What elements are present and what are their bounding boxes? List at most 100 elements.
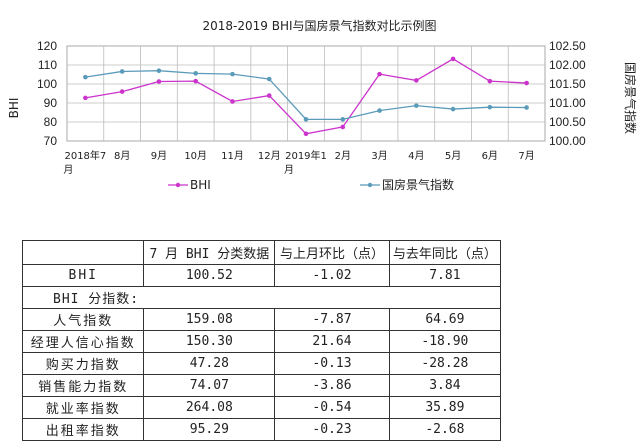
data-point bbox=[414, 78, 419, 83]
x-tick: 2018年7 bbox=[64, 149, 106, 162]
x-tick: 2019年1 bbox=[285, 149, 327, 162]
data-point bbox=[450, 106, 456, 112]
cell-value: 150.30 bbox=[143, 330, 276, 353]
svg-text:国房景气指数: 国房景气指数 bbox=[382, 177, 454, 192]
data-point bbox=[524, 80, 529, 86]
series-line bbox=[85, 58, 527, 135]
row-label: 就业率指数 bbox=[21, 396, 145, 419]
data-point bbox=[119, 69, 125, 74]
table-row: BHI 分指数: bbox=[22, 286, 501, 309]
data-point bbox=[119, 89, 125, 94]
x-tick: 3月 bbox=[371, 150, 387, 162]
line-chart: 120 110 100 90 80 70 102.50 102.00 101.50 101.00… bbox=[7, 39, 638, 192]
x-tick: 4月 bbox=[408, 150, 424, 162]
svg-text:BHI: BHI bbox=[190, 178, 211, 192]
right-axis-label: 国房景气指数 bbox=[623, 62, 638, 134]
section-label: BHI 分指数: bbox=[22, 286, 501, 309]
data-point bbox=[83, 95, 88, 101]
cell-value: 95.29 bbox=[143, 418, 276, 441]
data-point bbox=[340, 124, 346, 130]
cell-value: -3.86 bbox=[274, 374, 390, 397]
y2-tick: 101.50 bbox=[549, 77, 586, 91]
x-tick: 5月 bbox=[445, 150, 461, 162]
x-tick: 8月 bbox=[114, 150, 130, 162]
cell-value: 21.64 bbox=[274, 330, 390, 353]
data-point bbox=[487, 104, 493, 110]
data-point bbox=[450, 56, 456, 62]
y-tick: 120 bbox=[37, 39, 57, 53]
data-point bbox=[340, 117, 346, 122]
x-axis-ticks: 2018年7 月 8月 9月 10月 11月 12月 2019年1 月 2月 3月 4月 5月 6月 7月 bbox=[63, 149, 534, 176]
data-point bbox=[487, 78, 493, 84]
table-header-row: 7 月 BHI 分类数据 与上月环比（点） 与去年同比（点） bbox=[21, 240, 502, 265]
cell-value: 100.52 bbox=[143, 264, 276, 287]
series-line bbox=[85, 70, 527, 120]
cell-value: -0.13 bbox=[274, 352, 390, 375]
y2-tick: 101.00 bbox=[549, 96, 586, 110]
table-row: 经理人信心指数 150.30 21.64 -18.90 bbox=[21, 330, 502, 353]
x-tick: 7月 bbox=[518, 150, 534, 162]
cell-value: 7.81 bbox=[388, 264, 502, 287]
cell-value: 64.69 bbox=[388, 308, 502, 331]
data-point bbox=[193, 71, 198, 76]
row-label: BHI bbox=[21, 264, 145, 287]
data-point bbox=[524, 105, 529, 110]
y2-tick: 102.00 bbox=[549, 58, 586, 72]
legend-bhi: BHI bbox=[168, 178, 211, 192]
table-row: BHI 100.52 -1.02 7.81 bbox=[21, 264, 502, 287]
x-tick-wrap: 月 bbox=[63, 164, 73, 176]
x-tick: 10月 bbox=[184, 150, 207, 162]
x-tick: 2月 bbox=[335, 150, 351, 162]
cell-value: 264.08 bbox=[143, 396, 276, 419]
x-tick: 9月 bbox=[151, 150, 167, 162]
chart-title: 2018-2019 BHI与国房景气指数对比示例图 bbox=[202, 19, 437, 33]
y2-tick: 102.50 bbox=[549, 39, 586, 53]
y-tick: 100 bbox=[37, 77, 57, 91]
data-point bbox=[377, 71, 382, 77]
row-label: 销售能力指数 bbox=[21, 374, 145, 397]
data-point bbox=[193, 78, 198, 84]
bhi-data-table: 7 月 BHI 分类数据 与上月环比（点） 与去年同比（点） BHI 100.52 -1.… bbox=[21, 240, 502, 441]
left-axis-label: BHI bbox=[7, 98, 21, 119]
data-point bbox=[156, 68, 162, 73]
cell-value: 74.07 bbox=[143, 374, 276, 397]
table-row: 人气指数 159.08 -7.87 64.69 bbox=[21, 308, 502, 331]
data-point bbox=[230, 99, 235, 104]
cell-value: -1.02 bbox=[274, 264, 390, 287]
cell-value: -2.68 bbox=[388, 418, 502, 441]
table-row: 购买力指数 47.28 -0.13 -28.28 bbox=[21, 352, 502, 375]
y-tick: 70 bbox=[44, 134, 58, 148]
cell-value: -0.23 bbox=[274, 418, 390, 441]
y2-tick: 100.50 bbox=[549, 115, 586, 129]
legend-guofang: 国房景气指数 bbox=[360, 177, 454, 192]
cell-value: -28.28 bbox=[388, 352, 502, 375]
chart-series bbox=[83, 56, 529, 137]
data-point bbox=[414, 103, 419, 108]
x-tick-wrap: 月 bbox=[284, 164, 294, 176]
table-row: 出租率指数 95.29 -0.23 -2.68 bbox=[21, 418, 502, 441]
cell-value: 159.08 bbox=[143, 308, 276, 331]
row-label: 购买力指数 bbox=[21, 352, 145, 375]
cell-value: 47.28 bbox=[143, 352, 276, 375]
cell-value: 3.84 bbox=[388, 374, 502, 397]
cell-value: -7.87 bbox=[274, 308, 390, 331]
data-point bbox=[266, 76, 272, 82]
right-axis-ticks: 102.50 102.00 101.50 101.00 100.50 100.00 bbox=[549, 39, 586, 148]
y-tick: 90 bbox=[44, 96, 58, 110]
cell-value: 35.89 bbox=[388, 396, 502, 419]
data-point bbox=[377, 108, 382, 113]
column-header bbox=[21, 240, 145, 265]
data-point bbox=[230, 71, 235, 77]
x-tick: 11月 bbox=[221, 150, 244, 162]
cell-value: -0.54 bbox=[274, 396, 390, 419]
cell-value: -18.90 bbox=[388, 330, 502, 353]
x-tick: 6月 bbox=[482, 150, 498, 162]
left-axis-ticks: 120 110 100 90 80 70 bbox=[37, 39, 57, 148]
row-label: 经理人信心指数 bbox=[21, 330, 145, 353]
data-point bbox=[83, 74, 88, 80]
table-row: 就业率指数 264.08 -0.54 35.89 bbox=[21, 396, 502, 419]
chart-grid bbox=[66, 45, 546, 142]
row-label: 人气指数 bbox=[21, 308, 145, 331]
y-tick: 80 bbox=[44, 115, 58, 129]
y2-tick: 100.00 bbox=[549, 134, 586, 148]
